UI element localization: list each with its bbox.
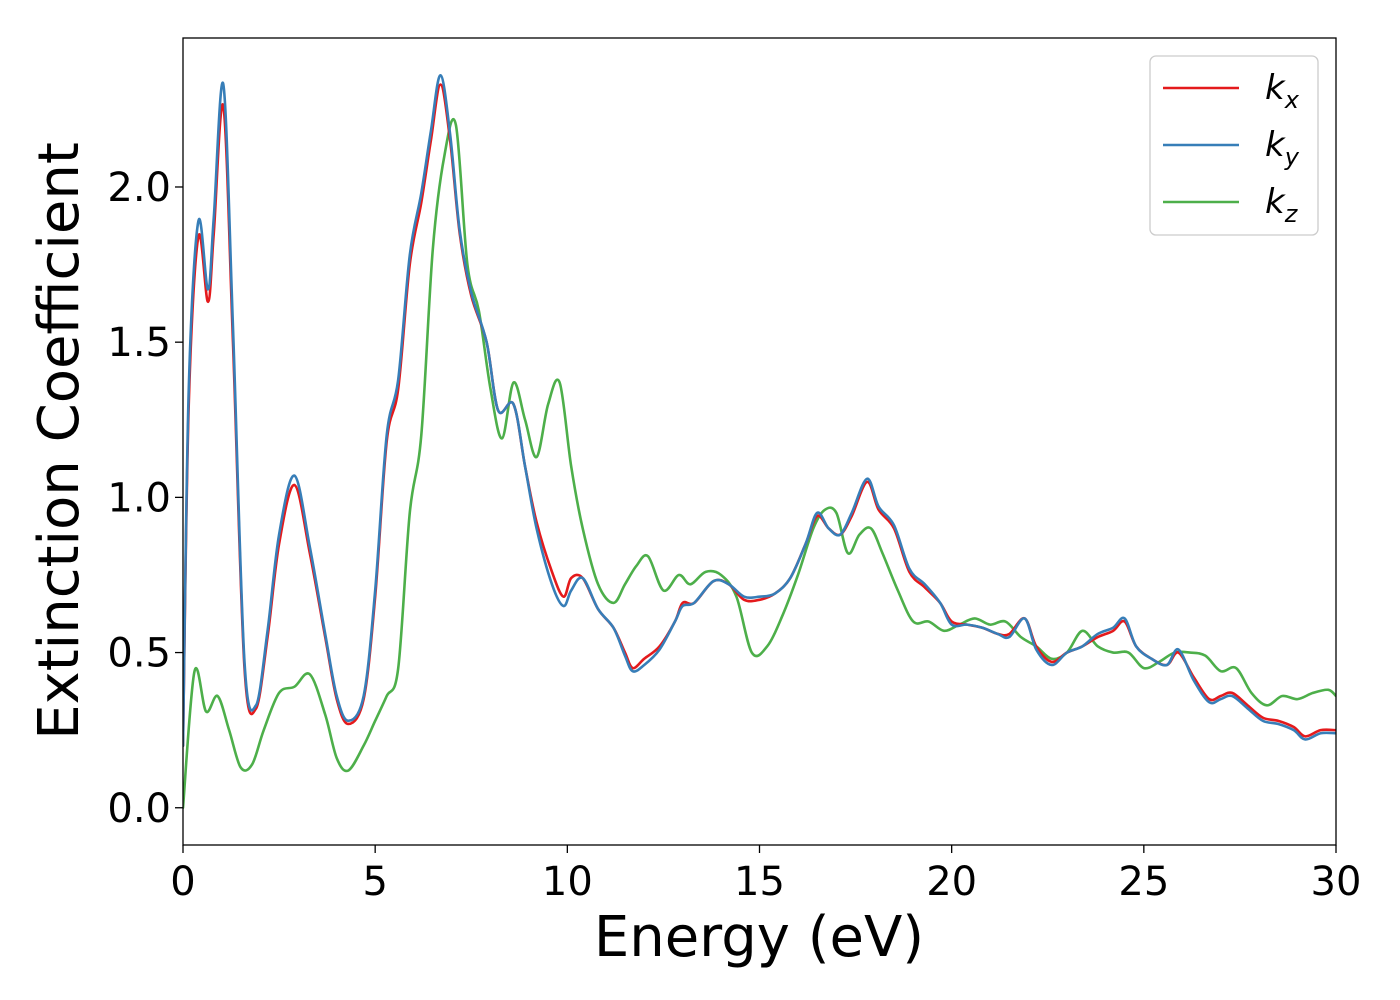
- y-axis: 0.0 0.5 1.0 1.5 2.0: [107, 165, 183, 832]
- x-tick-label: 0: [170, 859, 195, 905]
- y-tick-label: 0.0: [107, 786, 171, 832]
- y-tick-label: 0.5: [107, 631, 171, 677]
- y-tick-label: 1.5: [107, 320, 171, 366]
- legend-label-x: kx: [1265, 68, 1300, 114]
- x-axis-label: Energy (eV): [594, 905, 924, 970]
- x-tick-label: 5: [362, 859, 387, 905]
- y-axis-label: Extinction Coefficient: [27, 142, 92, 740]
- y-tick-label: 2.0: [107, 165, 171, 211]
- legend-label-y: ky: [1265, 125, 1300, 171]
- x-tick-label: 20: [926, 859, 977, 905]
- x-axis: 0 5 10 15 20 25 30: [170, 845, 1361, 905]
- series-line-z: [183, 117, 1336, 810]
- legend: kx ky kz: [1149, 55, 1319, 236]
- x-tick-label: 10: [542, 859, 593, 905]
- series-line-x: [183, 83, 1336, 747]
- series-line-y: [183, 73, 1336, 747]
- y-tick-label: 1.0: [107, 475, 171, 521]
- plot-area: [182, 37, 1337, 846]
- x-tick-label: 25: [1118, 859, 1169, 905]
- x-tick-label: 15: [734, 859, 785, 905]
- x-tick-label: 30: [1311, 859, 1362, 905]
- legend-label-z: kz: [1265, 182, 1299, 228]
